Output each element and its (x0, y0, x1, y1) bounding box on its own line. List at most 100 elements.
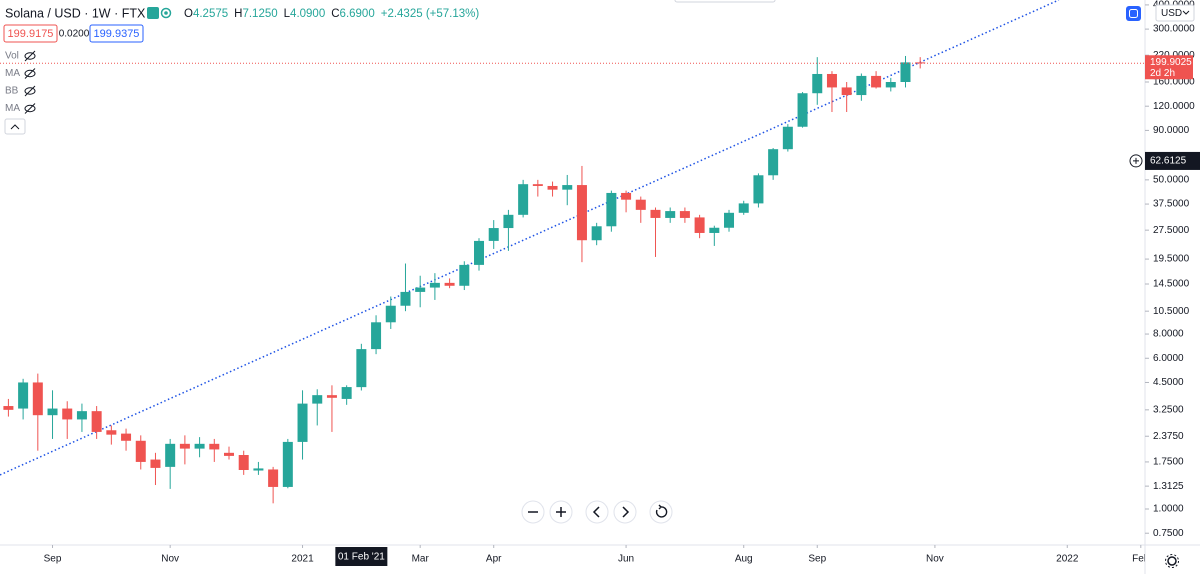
y-tick-label: 1.3125 (1153, 481, 1184, 492)
crosshair-price-label: 62.6125 (1150, 156, 1187, 167)
y-tick-label: 3.2500 (1153, 404, 1184, 415)
candle-body (121, 433, 132, 441)
candle-body (326, 395, 337, 398)
candle-body (635, 199, 646, 210)
hidden-eye-icon[interactable] (24, 52, 36, 60)
candle-body (871, 75, 882, 88)
last-price-box (1145, 55, 1193, 80)
candle-body (91, 411, 102, 432)
indicator-name[interactable]: Vol (5, 51, 19, 62)
candle-body (782, 126, 793, 150)
candle-body (885, 81, 896, 88)
y-tick-label: 1.0000 (1153, 504, 1184, 515)
collapse-button[interactable] (4, 118, 26, 135)
reset-icon (655, 504, 668, 518)
hidden-eye-icon[interactable] (24, 104, 36, 113)
candle-body (694, 217, 705, 233)
candle-body (224, 452, 234, 456)
spread: 0.0200 (59, 29, 90, 40)
x-tick-label: Aug (735, 554, 753, 565)
zoom-in-icon (556, 507, 566, 517)
ask-box[interactable] (89, 24, 144, 43)
ohlc-value: 4.2575 (193, 8, 228, 20)
candle-body (165, 443, 176, 467)
candle-body (679, 211, 690, 218)
plot-area (0, 0, 1145, 504)
candle-body (621, 192, 632, 200)
candle-body (665, 211, 676, 218)
bid: 199.9175 (8, 28, 54, 40)
candle-body (576, 185, 587, 241)
indicator-name[interactable]: MA (5, 68, 20, 79)
candle-body (282, 441, 293, 487)
candle-body (106, 430, 117, 435)
indicator-name[interactable]: BB (5, 86, 19, 97)
live-icon (160, 7, 172, 19)
bid-box[interactable] (3, 24, 58, 43)
overlay: Solana / USD · 1W · FTX O4.2575 H7.1250 L4… (3, 4, 1195, 568)
candle-body (18, 382, 29, 409)
ohlc-key: H (234, 8, 242, 20)
candle-body (768, 149, 779, 176)
currency-chevron (1182, 10, 1190, 15)
symbol-title[interactable]: Solana / USD · 1W · FTX (5, 6, 146, 20)
candle-body (547, 185, 558, 190)
ohlc-key: C (331, 8, 339, 20)
candle-body (194, 443, 205, 449)
y-tick-label: 27.5000 (1153, 225, 1190, 236)
hidden-eye-slash (24, 68, 36, 79)
candle-body (532, 184, 543, 186)
candle-body (503, 214, 514, 229)
settings-button[interactable] (1165, 554, 1179, 568)
candle-body (606, 192, 617, 227)
y-tick-label: 0.7500 (1153, 528, 1184, 539)
candle-body (312, 395, 323, 404)
candle-body (268, 469, 279, 487)
candle-body (253, 468, 264, 471)
hidden-eye-slash (24, 50, 36, 62)
x-tick-label: Apr (486, 554, 502, 565)
crosshair-time-box (335, 547, 388, 566)
y-tick-label: 300.0000 (1153, 24, 1195, 35)
hidden-eye-slash (24, 85, 36, 97)
candle-body (179, 443, 190, 449)
last-price-label: 199.9025 (1150, 57, 1192, 68)
candle-body (47, 408, 58, 416)
x-tick-label: Sep (44, 554, 62, 565)
x-tick-label: Nov (161, 554, 179, 565)
candle-body (459, 264, 470, 286)
trend-line (0, 0, 1060, 476)
y-tick-label: 6.0000 (1153, 353, 1184, 364)
hidden-eye-icon[interactable] (24, 69, 36, 78)
time-axis: Sep Nov 2021 Mar Apr Jun Aug Sep Nov 2022 Feb (44, 545, 1145, 565)
compare-button[interactable] (1126, 6, 1141, 21)
candle-body (238, 455, 249, 470)
candle-body (3, 406, 14, 410)
currency-button[interactable] (1155, 4, 1195, 22)
candle-body (474, 240, 485, 265)
candle-body (797, 93, 808, 127)
scroll-left-button[interactable] (585, 500, 609, 524)
collapse-chevron (10, 124, 20, 130)
change: +2.4325 (+57.13%) (381, 8, 480, 20)
candle-body (297, 403, 308, 442)
candle-body (415, 287, 426, 292)
candle-body (591, 226, 602, 241)
y-tick-label: 10.5000 (1153, 306, 1190, 317)
candle-body (562, 185, 573, 190)
settings-icon (1167, 556, 1177, 566)
y-tick-label: 8.0000 (1153, 329, 1184, 340)
indicator-name[interactable]: MA (5, 103, 20, 114)
x-tick-label: Jun (618, 554, 634, 565)
hidden-eye-icon[interactable] (24, 87, 36, 95)
scroll-right-button[interactable] (613, 500, 637, 524)
y-tick-label: 19.5000 (1153, 254, 1190, 265)
x-tick-label: Nov (926, 554, 944, 565)
candle-body (709, 227, 720, 233)
x-tick-label: 2022 (1056, 554, 1079, 565)
y-tick-label: 160.0000 (1153, 77, 1195, 88)
ask: 199.9375 (94, 28, 140, 40)
reset-button[interactable] (649, 500, 673, 524)
top-tab[interactable] (674, 0, 776, 3)
